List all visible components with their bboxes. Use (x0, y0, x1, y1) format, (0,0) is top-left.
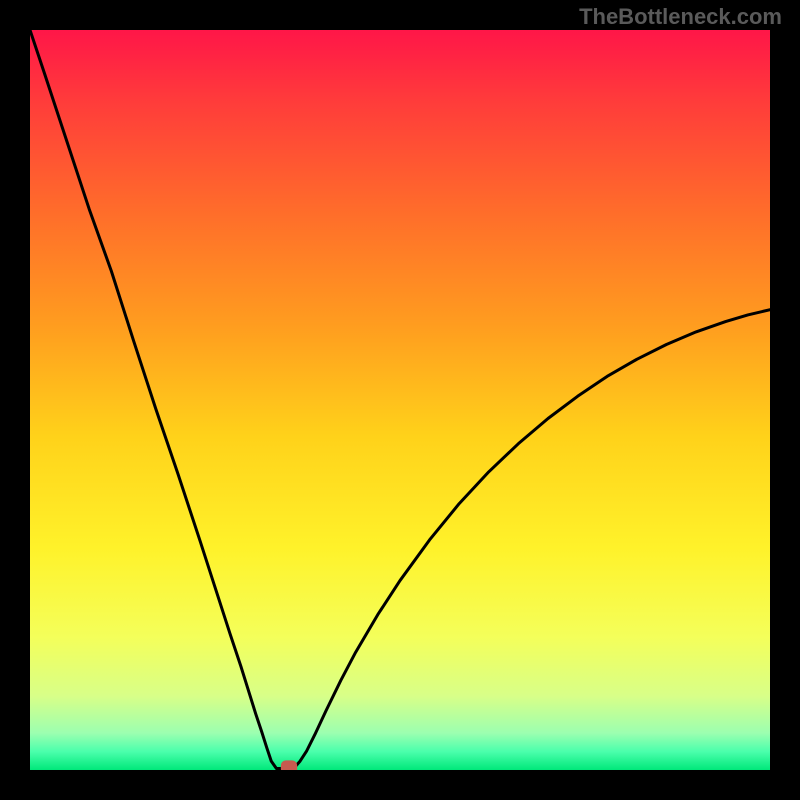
bottleneck-chart-svg (30, 30, 770, 770)
optimal-point-marker (281, 760, 297, 770)
plot-area (30, 30, 770, 770)
chart-frame: TheBottleneck.com (0, 0, 800, 800)
gradient-background (30, 30, 770, 770)
watermark-text: TheBottleneck.com (579, 4, 782, 30)
